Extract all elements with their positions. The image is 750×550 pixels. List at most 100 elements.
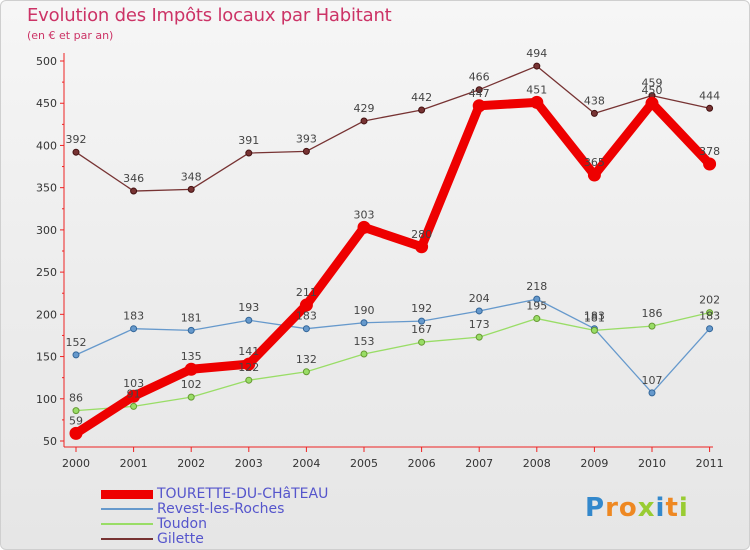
series-tourette-point [587,168,601,182]
series-toudon-point [590,326,598,334]
series-tourette-line [71,97,715,438]
series-gilette-data-label: 444 [699,89,720,102]
x-tick-label: 2003 [235,457,263,470]
series-tourette-point [415,240,429,254]
x-tick-label: 2005 [350,457,378,470]
y-tick-label: 250 [36,266,57,279]
series-revest-data-label: 218 [526,280,547,293]
series-toudon-data-label: 91 [127,387,141,400]
series-tourette-point [184,362,198,376]
x-tick-label: 2010 [638,457,666,470]
chart-subtitle: (en € et par an) [27,29,114,42]
series-gilette-data-label: 466 [469,71,490,84]
series-toudon-point [245,376,253,384]
series-toudon-data-label: 122 [238,361,259,374]
series-toudon-data-label: 186 [642,307,663,320]
x-tick-label: 2011 [696,457,724,470]
series-toudon-data-label: 132 [296,353,317,366]
series-revest-point [72,351,80,359]
logo-letter: r [605,493,619,523]
legend-label: Revest-les-Roches [157,501,285,517]
series-toudon-point [418,338,426,346]
series-tourette-point [530,95,544,109]
series-gilette-point [302,147,310,155]
series-revest-point [533,295,541,303]
series-revest-data-label: 193 [238,301,259,314]
series-revest-point [475,307,483,315]
series-tourette-data-label: 378 [699,145,720,158]
series-tourette-data-label: 365 [584,156,605,169]
legend-swatch [101,508,153,510]
series-gilette-point [187,185,195,193]
chart-title: Evolution des Impôts locaux par Habitant [27,5,392,26]
logo-letter: P [585,493,606,523]
series-gilette-data-label: 391 [238,134,259,147]
y-tick-label: 500 [36,55,57,68]
logo-letter: i [678,493,689,523]
legend-swatch [101,538,153,540]
x-tick-label: 2007 [465,457,493,470]
series-toudon-line [75,311,711,412]
proxiti-logo: Proxiti [585,493,689,523]
series-tourette-data-label: 59 [69,414,83,427]
legend-swatch [101,523,153,525]
x-tick-label: 2001 [120,457,148,470]
series-revest-point [360,319,368,327]
series-toudon-point [706,309,714,317]
series-gilette-point [130,187,138,195]
series-toudon-data-label: 181 [584,311,605,324]
series-gilette-point [706,104,714,112]
series-revest-point [418,317,426,325]
series-gilette-data-label: 438 [584,94,605,107]
y-tick-label: 300 [36,224,57,237]
series-toudon-data-label: 202 [699,294,720,307]
x-tick-label: 2002 [177,457,205,470]
legend-label: Gilette [157,531,204,547]
series-gilette-data-label: 346 [123,172,144,185]
series-toudon-data-label: 153 [354,335,375,348]
series-revest-data-label: 183 [296,310,317,323]
series-gilette-data-label: 348 [181,170,202,183]
y-tick-label: 450 [36,97,57,110]
series-revest-data-label: 183 [123,310,144,323]
series-revest-data-label: 107 [642,374,663,387]
series-toudon-data-label: 195 [526,300,547,313]
series-tourette-data-label: 450 [642,84,663,97]
series-tourette-data-label: 211 [296,286,317,299]
series-revest-point [130,325,138,333]
series-tourette-data-label: 451 [526,83,547,96]
series-toudon-data-label: 86 [69,392,83,405]
series-gilette-data-label: 429 [354,102,375,115]
legend-swatch [101,489,153,499]
series-toudon-point [130,402,138,410]
series-toudon-point [187,393,195,401]
series-gilette-point [590,109,598,117]
series-tourette-data-label: 447 [469,87,490,100]
series-gilette-point [475,86,483,94]
series-tourette-data-label: 280 [411,228,432,241]
series-tourette-data-label: 103 [123,377,144,390]
y-tick-label: 350 [36,182,57,195]
series-revest-point [648,389,656,397]
y-tick-label: 150 [36,351,57,364]
series-revest-line [75,298,711,394]
logo-letter: t [665,493,679,523]
series-gilette-data-label: 459 [642,77,663,90]
series-tourette-point [69,426,83,440]
series-revest-data-label: 183 [584,310,605,323]
series-toudon-point [360,350,368,358]
y-tick-label: 400 [36,139,57,152]
series-toudon-data-label: 167 [411,323,432,336]
series-gilette-data-label: 392 [66,133,87,146]
series-gilette-data-label: 393 [296,132,317,145]
axes: 50 100 150 200 250 300 350 400 450 500 2000 2001 200… [36,53,724,470]
series-revest-data-label: 190 [354,304,375,317]
series-toudon-point [475,333,483,341]
series-toudon-point [72,407,80,415]
logo-letter: o [618,493,638,523]
series-markers [69,62,717,440]
series-gilette-point [533,62,541,70]
series-tourette-data-label: 141 [238,345,259,358]
y-tick-label: 200 [36,308,57,321]
